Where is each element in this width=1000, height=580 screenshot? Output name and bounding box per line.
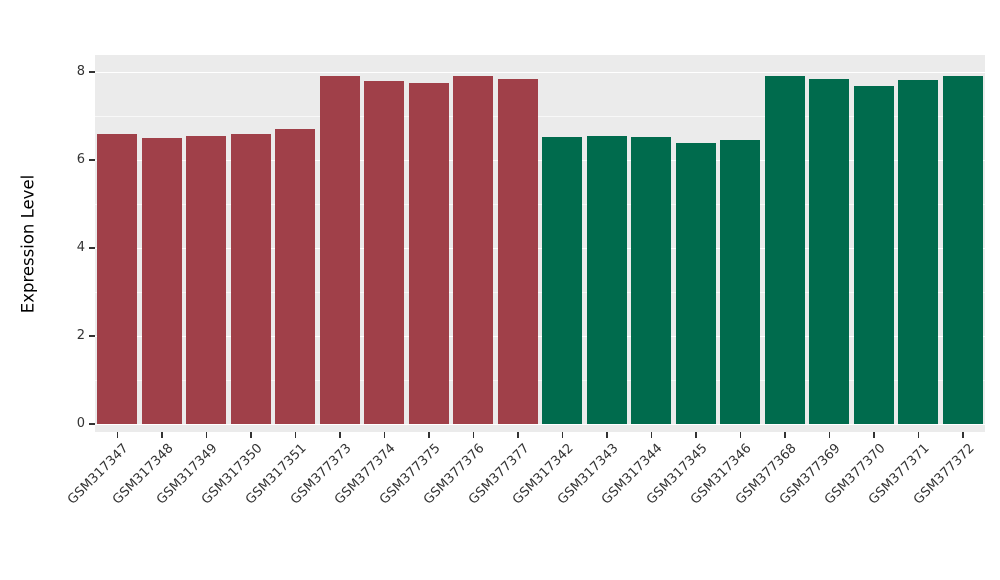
gridline-major (95, 424, 985, 426)
bar-GSM317349 (186, 135, 227, 424)
y-axis-tick (89, 423, 95, 425)
bar-GSM317342 (542, 137, 583, 424)
x-axis-tick (873, 432, 875, 438)
bar-GSM377373 (319, 76, 360, 424)
gridline-major (95, 72, 985, 74)
bar-GSM317344 (631, 137, 672, 424)
bar-GSM317346 (720, 140, 761, 424)
bar-GSM377372 (942, 76, 983, 424)
gridline-major (95, 248, 985, 250)
x-axis-tick (428, 432, 430, 438)
bar-GSM317345 (675, 143, 716, 424)
x-axis-tick (250, 432, 252, 438)
y-axis-tick-label: 8 (76, 64, 85, 79)
y-axis-tick-label: 0 (76, 416, 85, 431)
y-axis-tick (89, 159, 95, 161)
gridline-minor (95, 380, 985, 381)
bar-GSM317343 (586, 135, 627, 424)
y-axis-tick-label: 4 (76, 240, 85, 255)
x-axis-tick (606, 432, 608, 438)
x-axis-tick (517, 432, 519, 438)
x-axis-tick (116, 432, 118, 438)
x-axis-tick (294, 432, 296, 438)
bar-GSM377376 (453, 76, 494, 424)
x-axis-tick (739, 432, 741, 438)
bar-GSM377374 (364, 80, 405, 424)
bar-GSM317351 (275, 129, 316, 424)
gridline-major (95, 336, 985, 338)
bar-GSM317347 (97, 133, 138, 424)
bar-GSM377377 (497, 78, 538, 424)
y-axis-tick (89, 335, 95, 337)
x-axis-tick (472, 432, 474, 438)
y-axis-tick-label: 6 (76, 152, 85, 167)
y-axis-tick (89, 71, 95, 73)
bar-GSM317350 (230, 133, 271, 424)
x-axis-tick (383, 432, 385, 438)
x-axis-tick (339, 432, 341, 438)
gridline-major (95, 160, 985, 162)
bar-GSM377370 (853, 86, 894, 424)
gridline-minor (95, 204, 985, 205)
bar-GSM317348 (141, 138, 182, 424)
y-axis-tick (89, 247, 95, 249)
bar-GSM377369 (809, 79, 850, 424)
x-axis-tick (784, 432, 786, 438)
x-axis-tick (161, 432, 163, 438)
x-axis-tick (917, 432, 919, 438)
x-axis-tick (205, 432, 207, 438)
plot-panel (95, 55, 985, 432)
x-axis-tick (695, 432, 697, 438)
x-axis-tick (828, 432, 830, 438)
x-axis-tick (561, 432, 563, 438)
gridline-minor (95, 292, 985, 293)
gridline-minor (95, 116, 985, 117)
x-axis-tick (650, 432, 652, 438)
y-axis-tick-label: 2 (76, 328, 85, 343)
bar-GSM377375 (408, 83, 449, 424)
y-axis-title: Expression Level (18, 174, 38, 313)
x-axis-tick (962, 432, 964, 438)
bar-GSM377368 (764, 76, 805, 424)
bar-GSM377371 (898, 79, 939, 424)
